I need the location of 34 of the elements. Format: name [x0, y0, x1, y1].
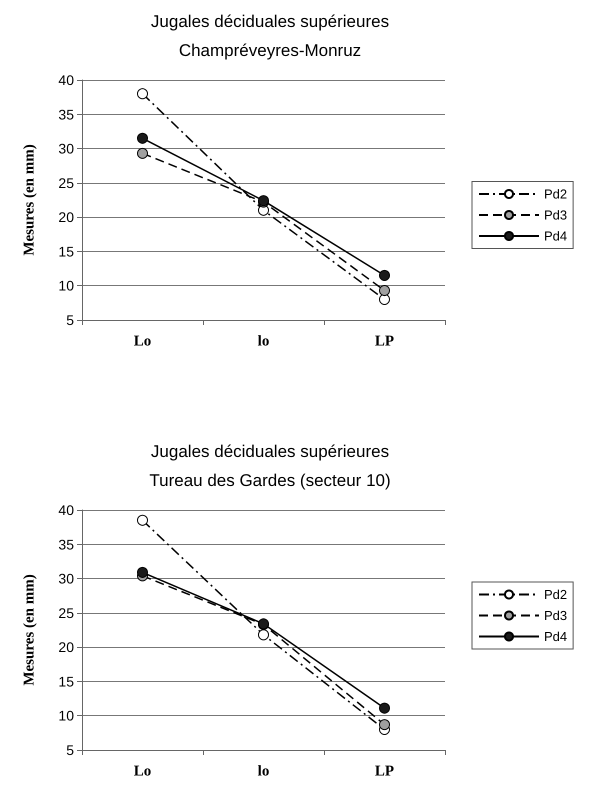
y-tick-label: 15	[58, 243, 74, 260]
y-axis-title: Mesures (en mm)	[22, 574, 38, 686]
y-tick-label: 25	[58, 174, 74, 191]
x-tick-label: Lo	[134, 764, 152, 780]
chart-subtitle: Tureau des Gardes (secteur 10)	[149, 471, 391, 490]
y-axis-title: Mesures (en mm)	[22, 144, 38, 256]
chart-subtitle: Champréveyres-Monruz	[178, 41, 362, 60]
y-tick-label: 20	[58, 639, 74, 656]
y-tick-label: 30	[58, 570, 74, 587]
legend-label: Pd2	[544, 587, 568, 602]
chart-title: Jugales déciduales supérieures	[150, 442, 390, 461]
y-tick-label: 35	[58, 536, 74, 552]
legend-label: Pd4	[544, 228, 568, 244]
x-tick-label: LP	[374, 334, 394, 350]
legend-label: Pd4	[544, 629, 568, 644]
legend-label: Pd3	[544, 208, 568, 222]
y-tick-label: 25	[58, 604, 74, 621]
x-tick-label: LP	[374, 764, 394, 780]
x-tick-label: lo	[258, 764, 270, 780]
y-tick-label: 30	[58, 140, 74, 157]
y-tick-label: 20	[58, 209, 74, 226]
y-tick-label: 15	[58, 673, 74, 690]
legend-label: Pd3	[544, 608, 568, 623]
x-tick-label: lo	[258, 334, 270, 350]
x-tick-label: Lo	[134, 334, 152, 350]
legend-label: Pd2	[544, 186, 568, 202]
y-tick-label: 5	[66, 742, 74, 758]
y-tick-label: 5	[66, 312, 74, 328]
chart-title: Jugales déciduales supérieures	[150, 12, 390, 31]
y-tick-label: 10	[58, 708, 74, 724]
y-tick-label: 35	[58, 106, 74, 122]
y-tick-label: 10	[58, 278, 74, 294]
y-tick-label: 40	[58, 502, 74, 518]
y-tick-label: 40	[58, 72, 74, 88]
